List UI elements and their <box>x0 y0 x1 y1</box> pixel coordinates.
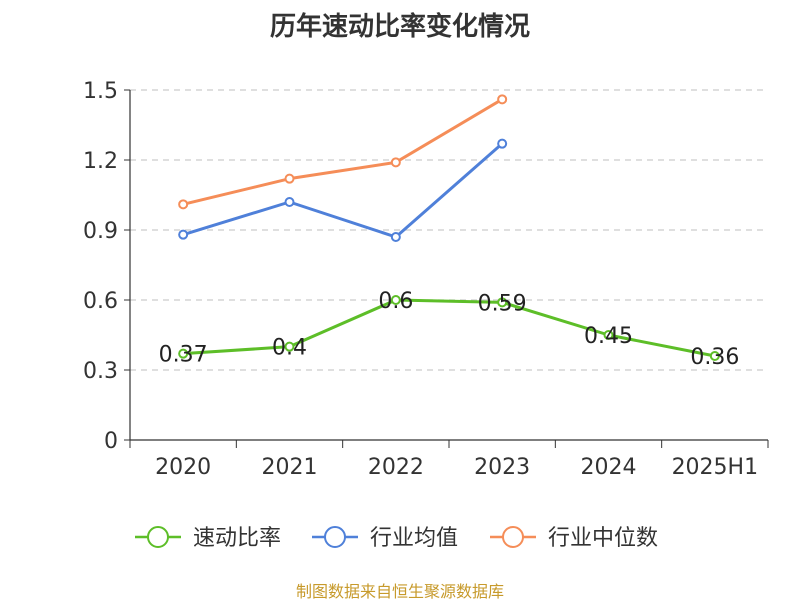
series-line-1 <box>182 142 504 239</box>
source-note: 制图数据来自恒生聚源数据库 <box>295 582 504 601</box>
series-0-point-1 <box>284 341 295 352</box>
legend-marker-2 <box>502 526 524 548</box>
x-tick-label-4: 2024 <box>581 455 637 480</box>
series-1-point-0 <box>178 229 189 240</box>
series-0-point-2 <box>390 295 401 305</box>
series-2-point-3 <box>497 94 508 105</box>
y-tick-label-4: 1.2 <box>83 149 118 174</box>
y-tick-label-3: 0.9 <box>83 219 118 244</box>
y-tick-label-5: 1.5 <box>83 79 118 104</box>
y-tick-label-1: 0.3 <box>83 359 118 384</box>
data-label-5: 0.36 <box>690 345 739 370</box>
series-2-point-1 <box>284 173 295 184</box>
legend-label-1: 行业均值 <box>370 526 458 551</box>
chart-title: 历年速动比率变化情况 <box>269 12 530 42</box>
series-0-point-0 <box>178 348 189 359</box>
data-label-1: 0.4 <box>272 336 307 361</box>
series-0-point-3 <box>497 297 508 308</box>
series-0-point-5 <box>709 351 720 361</box>
x-tick-label-3: 2023 <box>474 455 530 480</box>
series-2-point-2 <box>390 157 401 168</box>
x-tick-label-5: 2025H1 <box>672 455 759 480</box>
x-tick-label-1: 2021 <box>262 455 318 480</box>
series-1-point-3 <box>497 138 508 149</box>
x-tick-label-0: 2020 <box>155 455 211 480</box>
legend-label-2: 行业中位数 <box>548 526 658 551</box>
series-0-point-4 <box>603 330 614 340</box>
series-1-point-2 <box>390 232 401 242</box>
data-label-2: 0.6 <box>378 289 413 314</box>
data-label-0: 0.37 <box>159 343 208 368</box>
series-2-point-0 <box>178 199 189 210</box>
y-tick-label-2: 0.6 <box>83 289 118 314</box>
legend-marker-1 <box>324 526 346 548</box>
x-tick-label-2: 2022 <box>368 455 424 480</box>
data-label-4: 0.45 <box>584 324 633 349</box>
series-line-0 <box>183 298 716 358</box>
legend-label-0: 速动比率 <box>193 526 281 551</box>
series-line-2 <box>182 98 503 206</box>
legend-marker-0 <box>147 526 169 548</box>
series-1-point-1 <box>284 197 295 207</box>
y-tick-label-0: 0 <box>104 429 118 454</box>
data-label-3: 0.59 <box>478 291 527 316</box>
